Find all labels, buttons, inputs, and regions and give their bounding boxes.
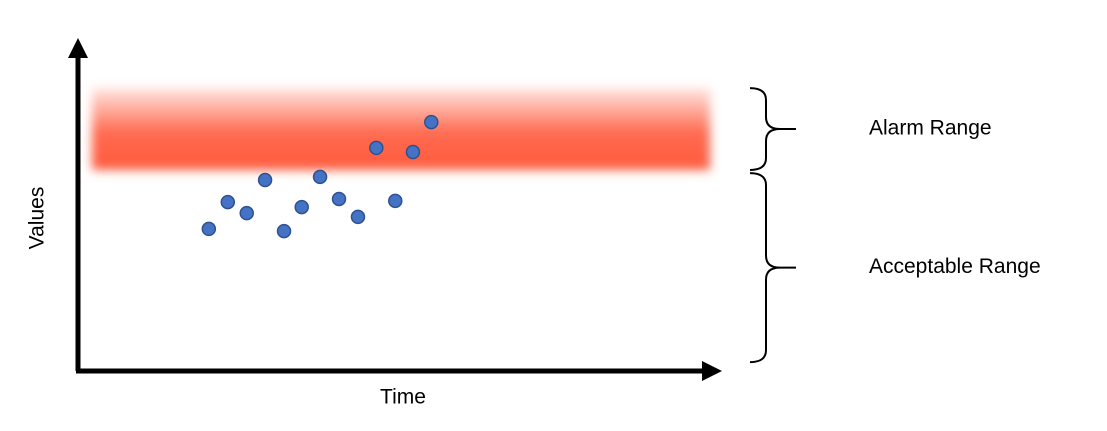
data-point	[276, 223, 292, 239]
data-point	[220, 194, 236, 210]
data-point	[201, 221, 217, 237]
range-brace	[749, 172, 796, 364]
range-label: Acceptable Range	[869, 255, 1041, 278]
data-point	[388, 193, 403, 209]
data-point	[312, 169, 328, 185]
data-point	[257, 172, 273, 188]
range-brace	[749, 87, 796, 171]
data-point	[331, 191, 347, 207]
data-point	[239, 205, 254, 221]
x-axis-label: Time	[380, 386, 426, 409]
data-point	[405, 144, 421, 160]
data-point	[350, 209, 366, 225]
range-label: Alarm Range	[869, 117, 992, 140]
data-point	[369, 140, 384, 156]
data-point	[294, 199, 309, 215]
y-axis-label: Values	[26, 187, 49, 250]
data-point	[424, 114, 439, 130]
range-band	[91, 88, 711, 170]
